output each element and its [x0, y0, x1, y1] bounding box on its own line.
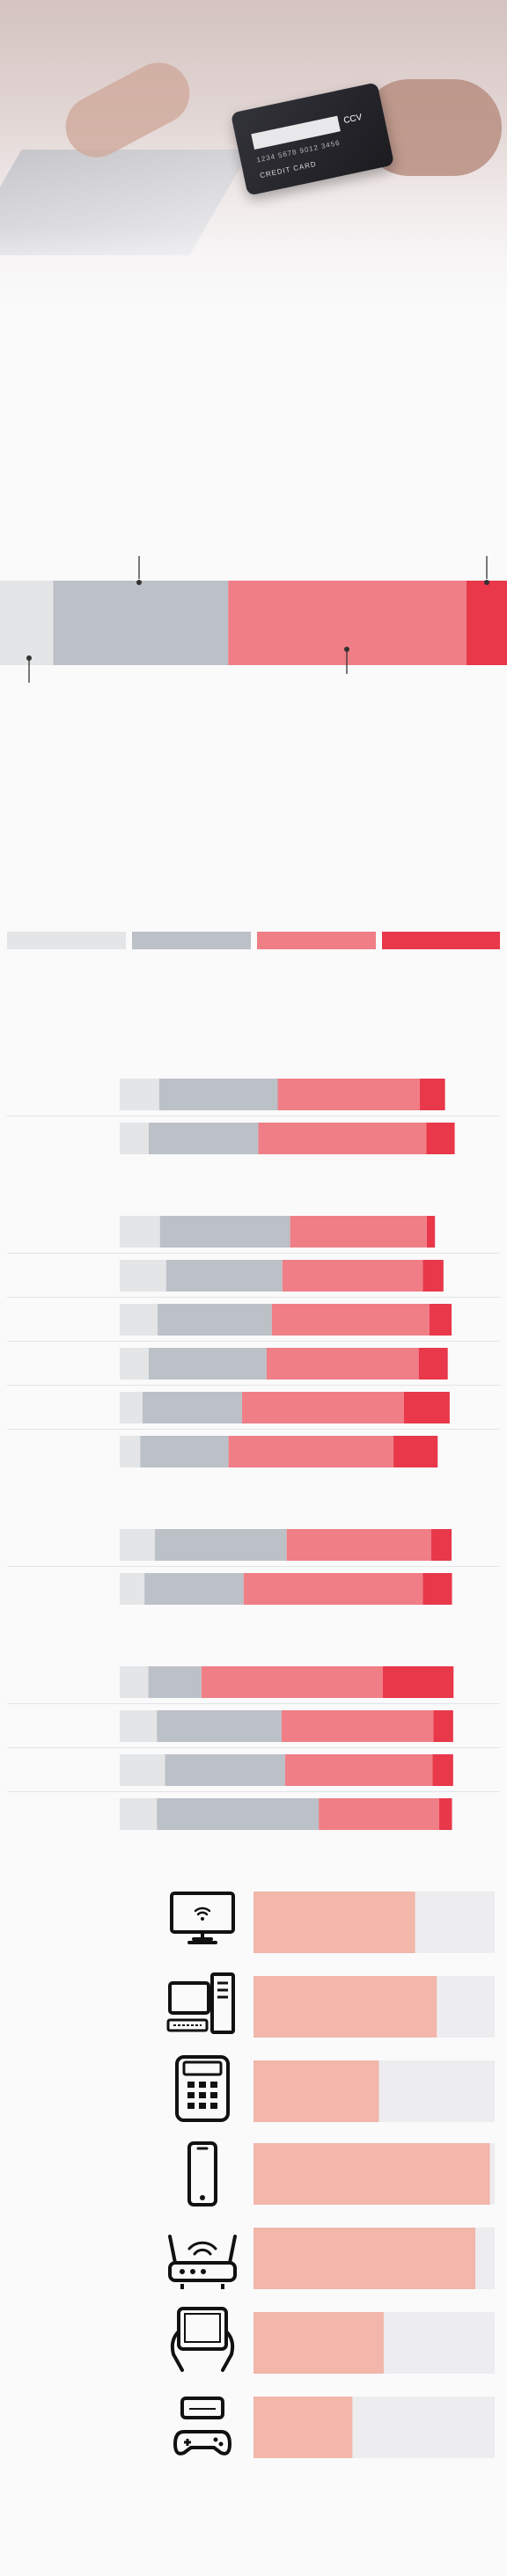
row-1-segment-level-3 [258, 1123, 427, 1154]
row-3-segment-level-2 [165, 1260, 283, 1292]
row-5-segment-level-1 [120, 1348, 149, 1379]
row-12-segment-level-3 [284, 1754, 433, 1786]
row-7-segment-level-2 [140, 1436, 229, 1467]
row-9-segment-level-3 [243, 1573, 423, 1605]
row-separator [7, 1703, 500, 1704]
row-4-segment-level-2 [158, 1304, 272, 1336]
row-10-segment-level-1 [120, 1666, 149, 1698]
row-9-segment-level-1 [120, 1573, 145, 1605]
callout-lines [26, 556, 489, 683]
row-separator [7, 1341, 500, 1342]
row-4-segment-level-1 [120, 1304, 158, 1336]
row-8-segment-level-3 [286, 1529, 431, 1561]
row-10-segment-level-3 [201, 1666, 383, 1698]
row-3-segment-level-1 [120, 1260, 166, 1292]
row-13-segment-level-4 [439, 1798, 452, 1830]
device-bar-fill-tablet-icon [254, 2312, 384, 2374]
row-0-segment-level-3 [277, 1079, 420, 1110]
row-11-segment-level-1 [120, 1710, 158, 1742]
row-9-segment-level-4 [422, 1573, 452, 1605]
legend-swatch-level-3 [257, 932, 376, 949]
device-bar-fill-game-console-icon [254, 2397, 353, 2458]
row-2-segment-level-1 [120, 1216, 160, 1248]
device-bar-fill-smartphone-icon [254, 2143, 490, 2205]
row-1-segment-level-2 [149, 1123, 259, 1154]
legend-swatch-level-4 [382, 932, 500, 949]
row-10-segment-level-4 [382, 1666, 454, 1698]
row-11-segment-level-2 [157, 1710, 282, 1742]
legend [7, 932, 500, 949]
legend-svg [7, 932, 500, 949]
row-2-segment-level-3 [290, 1216, 427, 1248]
row-2-segment-level-2 [159, 1216, 290, 1248]
row-3-segment-level-4 [422, 1260, 444, 1292]
row-1-segment-level-4 [426, 1123, 455, 1154]
row-4-segment-level-3 [271, 1304, 430, 1336]
device-bar-fill-landline-phone-icon [254, 2060, 379, 2122]
row-8-segment-level-2 [155, 1529, 287, 1561]
row-4-segment-level-4 [430, 1304, 452, 1336]
hero-fade [0, 229, 507, 334]
legend-swatch-level-1 [7, 932, 126, 949]
tablet-icon [170, 2307, 235, 2372]
row-5-segment-level-4 [418, 1348, 448, 1379]
hero-photo: CCV 1234 5678 9012 3456 CREDIT CARD [0, 0, 507, 334]
row-0-segment-level-4 [420, 1079, 445, 1110]
row-5-segment-level-3 [266, 1348, 419, 1379]
row-6-segment-level-2 [142, 1392, 243, 1423]
row-13-segment-level-2 [157, 1798, 320, 1830]
card-label-text: CREDIT CARD [259, 159, 318, 180]
row-separator [7, 1385, 500, 1386]
row-6-segment-level-4 [403, 1392, 450, 1423]
row-5-segment-level-2 [149, 1348, 267, 1379]
row-3-segment-level-3 [282, 1260, 423, 1292]
row-separator [7, 1566, 500, 1567]
row-11-segment-level-4 [433, 1710, 453, 1742]
overall-bar-segment-level-1 [0, 581, 54, 665]
row-separator [7, 1747, 500, 1748]
row-7-segment-level-1 [120, 1436, 141, 1467]
row-separator [7, 1791, 500, 1792]
device-bar-fill-desktop-computer-icon [254, 1976, 437, 2038]
callout-dot-level-2 [136, 580, 142, 585]
row-separator [7, 1429, 500, 1430]
row-2-segment-level-4 [426, 1216, 436, 1248]
legend-swatch-level-2 [132, 932, 251, 949]
game-console-icon [173, 2397, 231, 2455]
overall-bar-segment-level-4 [466, 581, 507, 665]
row-10-segment-level-2 [148, 1666, 202, 1698]
row-8-segment-level-4 [430, 1529, 452, 1561]
wifi-router-icon [168, 2235, 237, 2289]
row-12-segment-level-1 [120, 1754, 165, 1786]
desktop-computer-icon [166, 1972, 235, 2034]
row-0-segment-level-1 [120, 1079, 159, 1110]
smartphone-icon [187, 2141, 217, 2206]
row-7-segment-level-4 [393, 1436, 438, 1467]
row-0-segment-level-2 [158, 1079, 278, 1110]
detail-stacked-bars [7, 1079, 500, 1830]
device-bars-svg [254, 1892, 495, 2458]
row-13-segment-level-3 [319, 1798, 439, 1830]
callout-dot-level-4 [484, 580, 489, 585]
device-bar-fill-tv-icon [254, 1892, 415, 1953]
device-bar-fill-wifi-router-icon [254, 2228, 476, 2289]
device-section [0, 1874, 507, 2525]
row-7-segment-level-3 [228, 1436, 394, 1467]
row-1-segment-level-1 [120, 1123, 149, 1154]
row-8-segment-level-1 [120, 1529, 156, 1561]
row-11-segment-level-3 [281, 1710, 434, 1742]
row-9-segment-level-2 [144, 1573, 244, 1605]
row-6-segment-level-3 [242, 1392, 404, 1423]
tv-icon [170, 1892, 235, 1944]
landline-phone-icon [175, 2055, 230, 2122]
row-12-segment-level-2 [165, 1754, 285, 1786]
row-12-segment-level-4 [432, 1754, 453, 1786]
row-separator [7, 1253, 500, 1254]
card-ccv-text: CCV [342, 112, 364, 127]
row-6-segment-level-1 [120, 1392, 143, 1423]
row-separator [7, 1297, 500, 1298]
row-13-segment-level-1 [120, 1798, 158, 1830]
overall-bar-segment-level-2 [53, 581, 229, 665]
